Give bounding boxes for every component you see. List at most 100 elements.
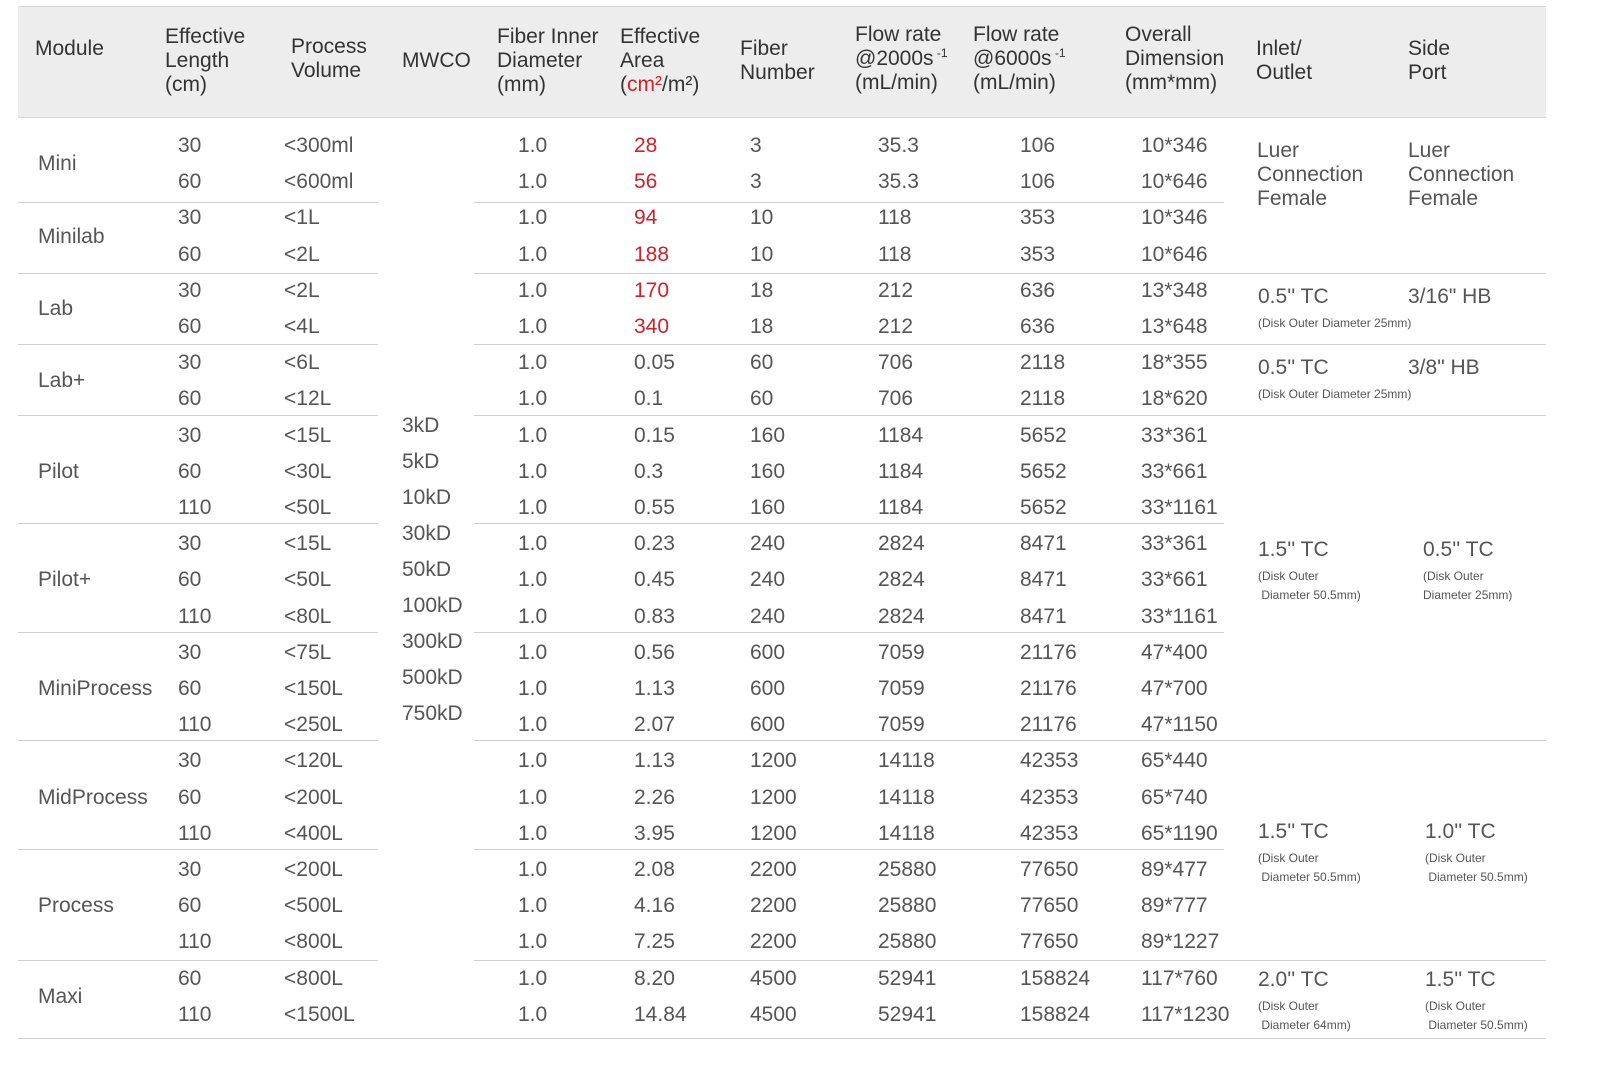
cell-area: 8.20 — [634, 966, 675, 990]
cell-length: 110 — [178, 930, 212, 954]
cell-flow-6000: 158824 — [1020, 966, 1091, 990]
cell-length: 30 — [178, 640, 202, 664]
cell-volume: <30L — [284, 459, 332, 483]
cell-flow-6000: 42353 — [1020, 749, 1079, 773]
row-divider-right — [474, 849, 1224, 850]
cell-dimension: 33*1161 — [1141, 604, 1218, 628]
cell-flow-2000: 706 — [878, 351, 914, 375]
cell-fiber-id: 1.0 — [518, 315, 548, 338]
cell-fiber-id: 1.0 — [518, 966, 548, 990]
cell-volume: <50L — [284, 568, 332, 592]
cell-dimension: 33*661 — [1141, 459, 1208, 483]
cell-dimension: 117*1230 — [1141, 1002, 1230, 1026]
cell-fiber-id: 1.0 — [518, 930, 548, 954]
cell-flow-2000: 35.3 — [878, 170, 919, 194]
lab-side-port: 3/16" HB — [1408, 285, 1492, 308]
cell-fiber-number: 2200 — [750, 930, 797, 954]
cell-dimension: 33*361 — [1141, 423, 1208, 447]
header-fiber-inner-diameter: Fiber Inner Diameter (mm) — [497, 25, 599, 96]
cell-area: 1.13 — [634, 677, 675, 700]
labplus-inlet-port: 0.5'' TC — [1258, 356, 1329, 379]
cell-flow-6000: 21176 — [1020, 713, 1077, 737]
cell-dimension: 18*620 — [1141, 387, 1208, 411]
pilot-inlet-note: (Disk Outer Diameter 50.5mm) — [1258, 569, 1361, 602]
cell-area: 0.3 — [634, 459, 664, 483]
cell-fiber-id: 1.0 — [518, 1002, 548, 1026]
lab-inlet-note: (Disk Outer Diameter 25mm) — [1258, 316, 1412, 330]
header-module: Module — [35, 37, 104, 60]
pilot-side-note: (Disk Outer Diameter 25mm) — [1423, 569, 1513, 602]
mwco-value: 100kD — [402, 594, 463, 617]
cell-dimension: 89*777 — [1141, 894, 1208, 918]
cell-dimension: 10*346 — [1141, 206, 1208, 230]
cell-flow-6000: 21176 — [1020, 677, 1077, 700]
cell-flow-6000: 106 — [1020, 134, 1056, 157]
cell-fiber-number: 18 — [750, 278, 774, 302]
cell-flow-2000: 25880 — [878, 894, 937, 918]
cell-fiber-id: 1.0 — [518, 351, 548, 375]
maxi-side-port: 1.5'' TC — [1425, 968, 1496, 991]
cell-fiber-number: 60 — [750, 387, 774, 411]
cell-area: 0.83 — [634, 604, 675, 628]
cell-flow-2000: 118 — [878, 206, 912, 230]
cell-flow-2000: 212 — [878, 278, 914, 302]
cell-volume: <300ml — [284, 134, 354, 157]
cell-flow-6000: 21176 — [1020, 640, 1077, 664]
cell-area: 170 — [634, 278, 670, 302]
cell-volume: <800L — [284, 930, 343, 954]
cell-dimension: 33*361 — [1141, 532, 1208, 556]
cell-flow-2000: 25880 — [878, 858, 937, 881]
cell-volume: <2L — [284, 278, 320, 302]
cell-fiber-id: 1.0 — [518, 821, 548, 845]
cell-length: 30 — [178, 278, 202, 302]
row-divider-right — [474, 960, 1546, 961]
cell-area: 3.95 — [634, 821, 675, 845]
cell-area: 2.08 — [634, 858, 675, 881]
cell-fiber-number: 3 — [750, 134, 762, 157]
cell-flow-6000: 353 — [1020, 206, 1056, 230]
row-divider-right — [474, 632, 1224, 633]
cell-dimension: 13*648 — [1141, 315, 1208, 338]
cell-area: 188 — [634, 242, 670, 266]
cell-length: 110 — [178, 1002, 212, 1026]
cell-volume: <80L — [284, 604, 332, 628]
cell-volume: <6L — [284, 351, 320, 375]
table-bottom-rule — [18, 1038, 1546, 1039]
cell-fiber-id: 1.0 — [518, 858, 548, 881]
header-fiber-number: Fiber Number — [740, 37, 815, 84]
mwco-value: 30kD — [402, 522, 452, 545]
cell-flow-6000: 353 — [1020, 242, 1056, 266]
maxi-inlet-note: (Disk Outer Diameter 64mm) — [1258, 999, 1351, 1032]
cell-area: 0.55 — [634, 496, 675, 519]
cell-fiber-number: 160 — [750, 496, 786, 519]
cell-fiber-id: 1.0 — [518, 278, 548, 302]
cell-length: 60 — [178, 894, 202, 918]
cell-flow-2000: 1184 — [878, 459, 924, 483]
process-inlet-port: 1.5'' TC — [1258, 820, 1329, 843]
maxi-inlet-port: 2.0'' TC — [1258, 968, 1329, 991]
cell-volume: <150L — [284, 677, 343, 700]
cell-length: 60 — [178, 170, 202, 194]
cell-fiber-id: 1.0 — [518, 387, 548, 411]
header-mwco: MWCO — [402, 49, 471, 72]
row-divider-left — [18, 960, 378, 961]
module-name: Maxi — [38, 984, 83, 1008]
mwco-value: 50kD — [402, 558, 452, 581]
cell-area: 94 — [634, 206, 658, 230]
header-effective-length: Effective Length (cm) — [165, 25, 246, 96]
cell-volume: <500L — [284, 894, 343, 918]
row-divider-right — [474, 344, 1546, 345]
cell-dimension: 10*346 — [1141, 134, 1208, 157]
cell-fiber-number: 600 — [750, 713, 786, 737]
cell-dimension: 18*355 — [1141, 351, 1208, 375]
cell-area: 2.26 — [634, 785, 675, 809]
cell-dimension: 89*1227 — [1141, 930, 1220, 954]
cell-fiber-number: 3 — [750, 170, 762, 194]
cell-fiber-number: 4500 — [750, 1002, 797, 1026]
cell-length: 60 — [178, 568, 202, 592]
cell-flow-6000: 42353 — [1020, 785, 1079, 809]
cell-flow-2000: 7059 — [878, 677, 925, 700]
row-divider-right — [474, 523, 1224, 524]
cell-area: 0.45 — [634, 568, 675, 592]
mwco-value: 500kD — [402, 666, 463, 689]
